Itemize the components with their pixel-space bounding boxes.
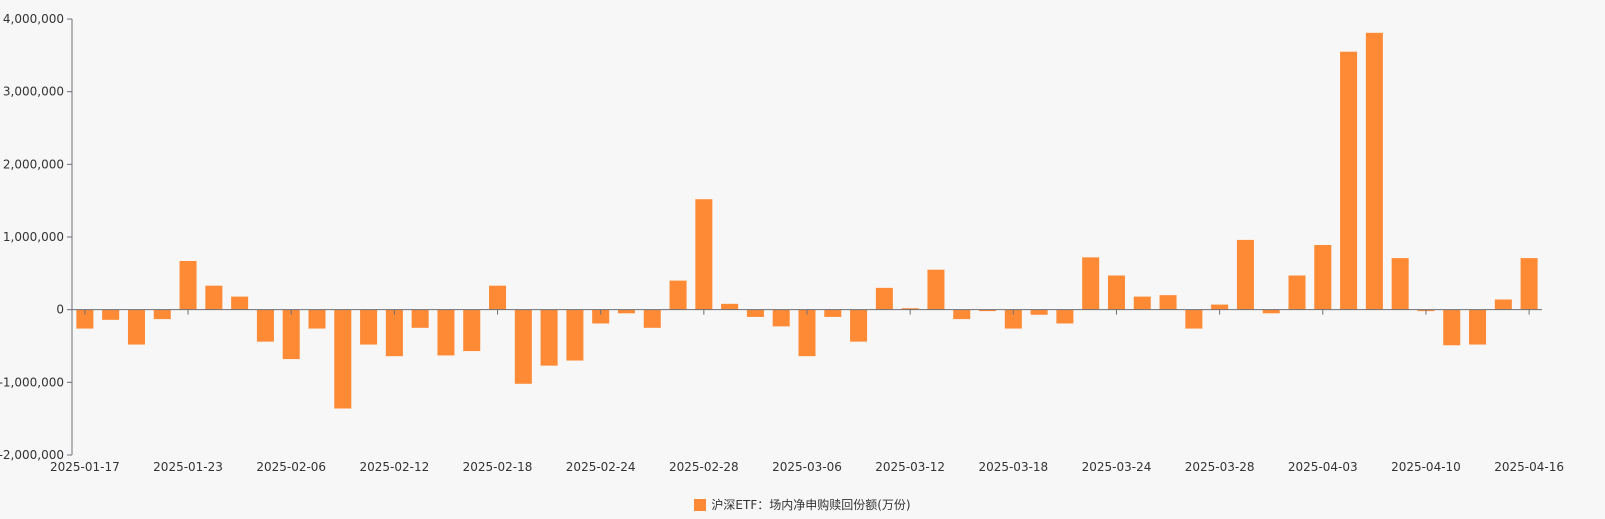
bar bbox=[643, 309, 661, 328]
y-tick-label: -1,000,000 bbox=[0, 375, 64, 389]
bar bbox=[153, 309, 171, 320]
bar bbox=[411, 309, 429, 328]
bar bbox=[334, 309, 352, 409]
bar bbox=[256, 309, 274, 342]
x-tick-label: 2025-02-28 bbox=[669, 460, 739, 474]
x-tick-label: 2025-01-17 bbox=[50, 460, 120, 474]
bar bbox=[592, 309, 610, 324]
x-tick-label: 2025-03-06 bbox=[772, 460, 842, 474]
bar bbox=[1443, 309, 1461, 346]
bar bbox=[205, 285, 223, 310]
bar bbox=[850, 309, 868, 342]
bar bbox=[437, 309, 455, 356]
bar bbox=[746, 309, 764, 317]
y-tick-label: 2,000,000 bbox=[3, 157, 64, 171]
x-tick-label: 2025-03-18 bbox=[978, 460, 1048, 474]
x-tick-label: 2025-04-16 bbox=[1494, 460, 1564, 474]
bar bbox=[695, 199, 713, 310]
bar bbox=[1262, 309, 1280, 314]
bar bbox=[1391, 258, 1409, 310]
bar bbox=[1133, 296, 1151, 310]
bar bbox=[514, 309, 532, 384]
bar bbox=[1288, 275, 1306, 310]
bar bbox=[566, 309, 584, 361]
bar bbox=[901, 308, 919, 310]
bar bbox=[1236, 239, 1254, 310]
bar bbox=[1494, 299, 1512, 310]
legend-label: 沪深ETF：场内净申购赎回份额(万份) bbox=[711, 498, 911, 512]
bar bbox=[1520, 258, 1538, 310]
y-tick-label: 0 bbox=[56, 303, 64, 317]
bar bbox=[1004, 309, 1022, 329]
x-tick-label: 2025-03-28 bbox=[1185, 460, 1255, 474]
x-tick-label: 2025-02-06 bbox=[256, 460, 326, 474]
bar bbox=[179, 260, 197, 310]
bar bbox=[772, 309, 790, 327]
x-tick-label: 2025-03-12 bbox=[875, 460, 945, 474]
bar bbox=[102, 309, 120, 320]
x-tick-label: 2025-02-12 bbox=[359, 460, 429, 474]
y-tick-label: 3,000,000 bbox=[3, 85, 64, 99]
x-tick-label: 2025-04-10 bbox=[1391, 460, 1461, 474]
bar bbox=[282, 309, 300, 360]
bar bbox=[1469, 309, 1487, 345]
x-tick-label: 2025-03-24 bbox=[1082, 460, 1152, 474]
x-tick-label: 2025-02-18 bbox=[463, 460, 533, 474]
bar bbox=[798, 309, 816, 357]
bar bbox=[1340, 51, 1358, 310]
bar bbox=[721, 303, 739, 310]
bar bbox=[669, 280, 687, 310]
bar bbox=[617, 309, 635, 314]
legend-swatch bbox=[694, 498, 707, 511]
bar bbox=[1365, 32, 1383, 310]
bar bbox=[824, 309, 842, 317]
y-tick-label: 1,000,000 bbox=[3, 230, 64, 244]
x-tick-label: 2025-01-23 bbox=[153, 460, 223, 474]
bar bbox=[1107, 275, 1125, 310]
bar bbox=[231, 296, 249, 310]
bar bbox=[875, 287, 893, 310]
bar bbox=[953, 309, 971, 320]
bar bbox=[308, 309, 326, 329]
bar bbox=[540, 309, 558, 366]
bar bbox=[127, 309, 145, 345]
legend[interactable]: 沪深ETF：场内净申购赎回份额(万份) bbox=[0, 496, 1605, 513]
bar bbox=[1056, 309, 1074, 324]
bar bbox=[927, 269, 945, 310]
y-tick-label: -2,000,000 bbox=[0, 448, 64, 462]
bar bbox=[360, 309, 378, 345]
bar bbox=[463, 309, 481, 352]
bar bbox=[489, 285, 507, 310]
bar bbox=[1159, 295, 1177, 310]
bar bbox=[979, 309, 997, 312]
bar bbox=[1185, 309, 1203, 329]
bar bbox=[1314, 244, 1332, 310]
bar bbox=[76, 309, 94, 329]
bar bbox=[1211, 304, 1229, 310]
bar bbox=[1082, 257, 1100, 310]
y-tick-label: 4,000,000 bbox=[3, 12, 64, 26]
bar bbox=[385, 309, 403, 357]
bar bbox=[1030, 309, 1048, 315]
x-tick-label: 2025-04-03 bbox=[1288, 460, 1358, 474]
x-tick-label: 2025-02-24 bbox=[566, 460, 636, 474]
